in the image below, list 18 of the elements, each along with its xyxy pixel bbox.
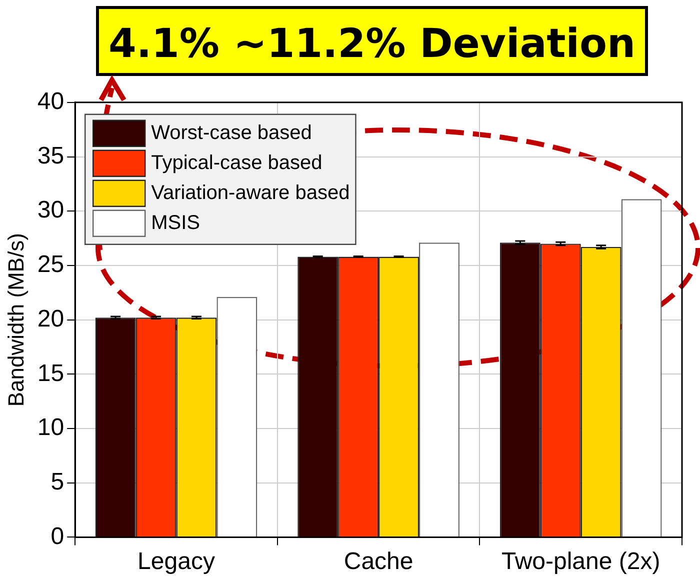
legend-label: MSIS (151, 212, 200, 234)
y-tick-label: 30 (37, 196, 64, 224)
y-tick-label: 0 (50, 522, 64, 550)
y-tick-label: 35 (37, 142, 64, 170)
y-tick-label: 20 (37, 305, 64, 332)
legend-label: Typical-case based (151, 152, 322, 174)
y-tick-label: 5 (50, 468, 64, 496)
y-tick-label: 25 (37, 251, 64, 278)
chart-title: 4.1% ~11.2% Deviation (96, 6, 648, 76)
x-tick-label: Two-plane (2x) (501, 548, 660, 576)
x-tick-label: Cache (344, 548, 414, 576)
y-axis-title: Bandwidth (MB/s) (3, 232, 28, 407)
y-tick-label: 10 (37, 414, 64, 442)
legend-label: Worst-case based (151, 122, 312, 144)
x-tick-label: Legacy (138, 548, 215, 576)
y-tick-label: 40 (37, 88, 64, 116)
legend-label: Variation-aware based (151, 182, 350, 204)
y-tick-label: 15 (37, 360, 64, 387)
